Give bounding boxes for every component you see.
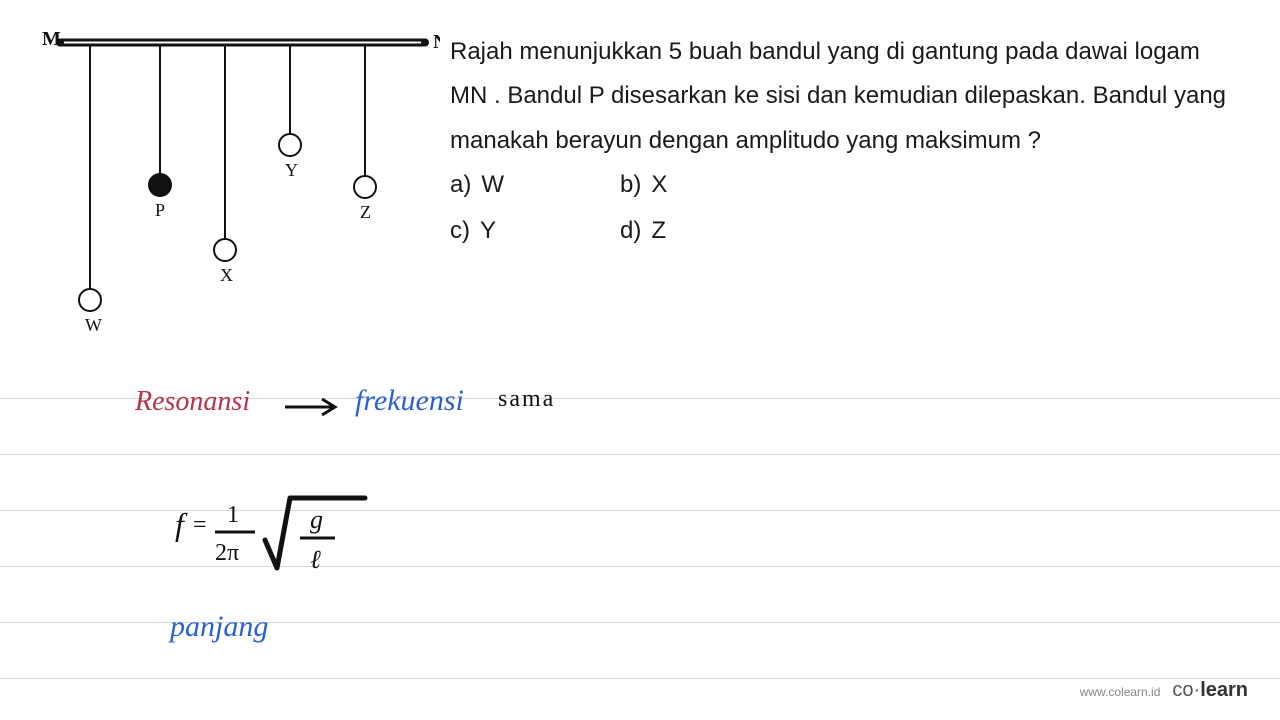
svg-text:P: P: [155, 200, 165, 220]
option-val: Y: [480, 217, 496, 245]
footer-url: www.colearn.id: [1080, 685, 1161, 699]
svg-text:ℓ: ℓ: [310, 545, 321, 574]
footer-logo: co·learn: [1172, 679, 1248, 702]
question-block: Rajah menunjukkan 5 buah bandul yang di …: [440, 30, 1240, 340]
logo-co: co: [1172, 679, 1193, 701]
option-key: c): [450, 217, 470, 245]
option-key: b): [620, 171, 641, 199]
svg-text:Y: Y: [285, 160, 298, 180]
svg-text:Z: Z: [360, 202, 371, 222]
footer: www.colearn.id co·learn: [1080, 679, 1248, 702]
option-key: d): [620, 217, 641, 245]
svg-text:g: g: [310, 505, 323, 534]
svg-text:W: W: [85, 315, 102, 335]
logo-learn: learn: [1200, 679, 1248, 701]
option-key: a): [450, 171, 471, 199]
option-val: X: [651, 171, 667, 199]
svg-text:X: X: [220, 265, 233, 285]
arrow-icon: [280, 392, 350, 422]
svg-text:=: =: [193, 512, 207, 538]
options-grid: a) W b) X c) Y d) Z: [450, 171, 1240, 245]
option-val: W: [481, 171, 504, 199]
hw-frekuensi: frekuensi: [355, 384, 464, 418]
formula-svg: f = 1 2π g ℓ: [165, 480, 415, 590]
option-b: b) X: [620, 171, 790, 199]
hw-sama: sama: [498, 386, 555, 413]
svg-text:2π: 2π: [215, 540, 239, 566]
question-text: Rajah menunjukkan 5 buah bandul yang di …: [450, 30, 1240, 163]
hw-panjang: panjang: [170, 610, 268, 644]
svg-text:N: N: [433, 31, 440, 53]
option-a: a) W: [450, 171, 620, 199]
pendulum-svg: M N W P X Y Z: [30, 30, 440, 340]
option-val: Z: [651, 217, 666, 245]
option-c: c) Y: [450, 217, 620, 245]
option-d: d) Z: [620, 217, 790, 245]
hw-resonansi: Resonansi: [135, 386, 250, 418]
handwriting-area: Resonansi frekuensi sama f = 1 2π g ℓ pa…: [0, 380, 1280, 720]
svg-text:f: f: [175, 506, 188, 542]
svg-text:M: M: [42, 30, 61, 50]
pendulum-diagram: M N W P X Y Z: [30, 30, 440, 340]
svg-text:1: 1: [227, 502, 239, 528]
